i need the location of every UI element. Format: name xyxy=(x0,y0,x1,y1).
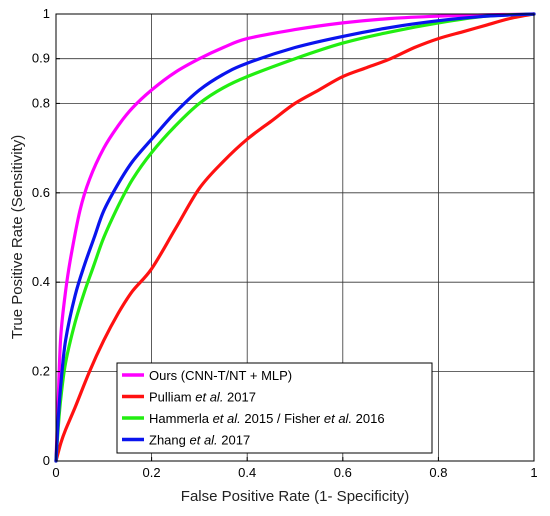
x-tick-label: 0 xyxy=(52,465,59,480)
x-tick-label: 0.6 xyxy=(334,465,352,480)
tick-labels: 0 0.2 0.4 0.6 0.8 1 0 0.2 0.4 0.6 0.8 0.9 1 xyxy=(32,6,538,480)
y-tick-label: 0.4 xyxy=(32,274,50,289)
legend-label: Hammerla et al. 2015 / Fisher et al. 201… xyxy=(149,411,385,426)
y-tick-label: 0.8 xyxy=(32,95,50,110)
y-tick-label: 0.6 xyxy=(32,185,50,200)
series-line-4 xyxy=(54,12,536,463)
y-axis-title: True Positive Rate (Sensitivity) xyxy=(9,135,26,340)
legend-label: Ours (CNN-T/NT + MLP) xyxy=(149,368,292,383)
series-lines xyxy=(54,12,536,463)
x-tick-label: 1 xyxy=(530,465,537,480)
plot-frame xyxy=(55,13,535,462)
legend: Ours (CNN-T/NT + MLP) Pulliam et al. 2017… xyxy=(116,362,433,454)
legend-label: Zhang et al. 2017 xyxy=(149,433,250,448)
x-axis-title: False Positive Rate (1- Specificity) xyxy=(181,488,409,505)
y-tick-label: 0.2 xyxy=(32,364,50,379)
x-tick-label: 0.4 xyxy=(238,465,256,480)
legend-label: Pulliam et al. 2017 xyxy=(149,390,256,405)
legend-box xyxy=(116,362,433,454)
y-tick-label: 1 xyxy=(43,6,50,21)
x-tick-label: 0.2 xyxy=(143,465,161,480)
y-tick-label: 0.9 xyxy=(32,51,50,66)
y-tick-label: 0 xyxy=(43,453,50,468)
x-tick-label: 0.8 xyxy=(429,465,447,480)
series-line-1 xyxy=(54,12,536,463)
series-line-2 xyxy=(54,12,536,463)
series-line-3 xyxy=(54,12,536,463)
